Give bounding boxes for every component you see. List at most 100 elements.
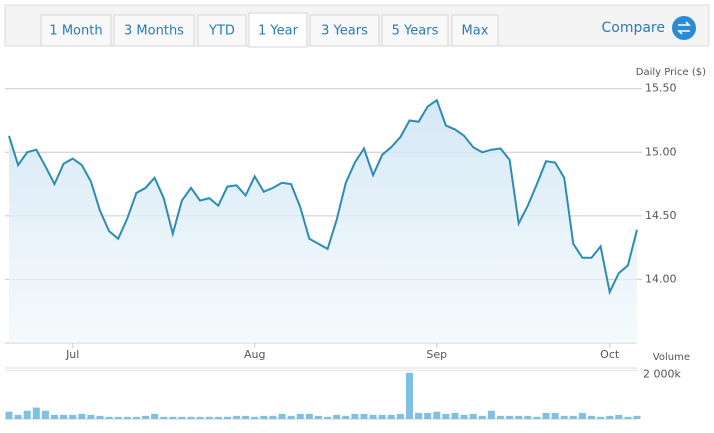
volume-bar — [287, 415, 295, 419]
volume-bar — [405, 372, 413, 419]
tab-label[interactable]: 3 Years — [321, 24, 368, 39]
volume-bar — [624, 416, 632, 419]
volume-bar — [415, 412, 423, 419]
tab[interactable] — [113, 14, 195, 47]
volume-bar — [433, 411, 441, 419]
volume-bar — [606, 415, 614, 419]
volume-bar — [633, 415, 641, 419]
volume-bar — [32, 407, 40, 419]
volume-bar — [51, 414, 59, 419]
tab-label[interactable]: Max — [462, 24, 489, 39]
volume-bar — [569, 415, 577, 419]
volume-bar — [615, 414, 623, 419]
volume-bar — [96, 415, 104, 419]
volume-bar — [14, 414, 22, 419]
tab-label[interactable]: YTD — [208, 24, 235, 39]
volume-bar — [451, 412, 459, 419]
tab[interactable] — [248, 12, 308, 48]
volume-bar — [578, 412, 586, 419]
tab[interactable] — [309, 14, 380, 47]
volume-bar — [369, 414, 377, 419]
compare-button[interactable] — [672, 16, 696, 40]
volume-bar — [396, 413, 404, 419]
volume-bar — [23, 410, 31, 419]
volume-bar — [587, 415, 595, 419]
volume-bar — [351, 413, 359, 419]
volume-bar — [424, 412, 432, 419]
volume-bar — [533, 416, 541, 419]
price-line — [8, 98, 638, 296]
y-tick-label: 15.00 — [645, 145, 677, 158]
volume-bar — [324, 416, 332, 419]
volume-bar — [260, 415, 268, 419]
volume-bar — [214, 416, 222, 419]
volume-bar — [87, 414, 95, 419]
price-area — [9, 100, 637, 343]
volume-bar — [487, 410, 495, 419]
volume-bar — [60, 414, 68, 419]
volume-bar — [169, 416, 177, 419]
tab-label[interactable]: 1 Month — [49, 24, 102, 39]
volume-bar — [460, 414, 468, 419]
volume-bar — [78, 413, 86, 419]
tab-label[interactable]: 1 Year — [258, 24, 299, 39]
volume-bar — [442, 413, 450, 419]
y-axis-label: Daily Price ($) — [636, 67, 706, 78]
tab[interactable] — [451, 14, 499, 47]
volume-bar — [205, 416, 213, 419]
volume-bar — [251, 416, 259, 419]
volume-bar — [560, 415, 568, 419]
y-tick-label: 15.50 — [645, 82, 677, 95]
volume-bar — [160, 416, 168, 419]
y-tick-label: 14.50 — [645, 209, 677, 222]
volume-label: Volume — [653, 352, 690, 363]
volume-bar — [269, 415, 277, 419]
volume-bar — [123, 416, 131, 419]
volume-bar — [187, 416, 195, 419]
compare-label[interactable]: Compare — [601, 20, 665, 36]
x-tick-label: Oct — [600, 348, 620, 361]
volume-bar — [378, 414, 386, 419]
volume-bar — [305, 413, 313, 419]
volume-bar — [5, 411, 13, 419]
tab[interactable] — [381, 14, 449, 47]
x-tick-label: Sep — [426, 348, 447, 361]
volume-bar — [105, 416, 113, 419]
volume-bar — [69, 414, 77, 419]
volume-bar — [132, 416, 140, 419]
volume-bar — [151, 413, 159, 419]
volume-bar — [478, 415, 486, 419]
x-tick-label: Jul — [65, 348, 79, 361]
volume-bar — [223, 416, 231, 419]
volume-bar — [142, 415, 150, 419]
volume-bar — [496, 415, 504, 419]
volume-bar — [233, 415, 241, 419]
volume-bar — [314, 415, 322, 419]
volume-bar — [333, 414, 341, 419]
volume-bar — [296, 413, 304, 419]
volume-bar — [360, 413, 368, 419]
volume-bar — [524, 415, 532, 419]
volume-bar — [114, 416, 122, 419]
volume-bar — [506, 415, 514, 419]
volume-bar — [387, 414, 395, 419]
compare-icon — [677, 21, 691, 35]
tab[interactable] — [197, 14, 247, 47]
volume-bar — [242, 415, 250, 419]
tab-label[interactable]: 5 Years — [392, 24, 439, 39]
volume-bar — [515, 415, 523, 419]
x-tick-label: Aug — [244, 348, 265, 361]
y-tick-label: 2 000k — [643, 367, 681, 380]
y-tick-label: 14.00 — [645, 272, 677, 285]
volume-bar — [551, 412, 559, 419]
volume-bar — [196, 416, 204, 419]
volume-bar — [278, 413, 286, 419]
volume-bar — [597, 416, 605, 419]
tab[interactable] — [40, 14, 112, 47]
tab-label[interactable]: 3 Months — [124, 24, 184, 39]
volume-bar — [542, 412, 550, 419]
volume-bar — [178, 416, 186, 419]
volume-bar — [342, 415, 350, 419]
volume-bar — [469, 413, 477, 419]
